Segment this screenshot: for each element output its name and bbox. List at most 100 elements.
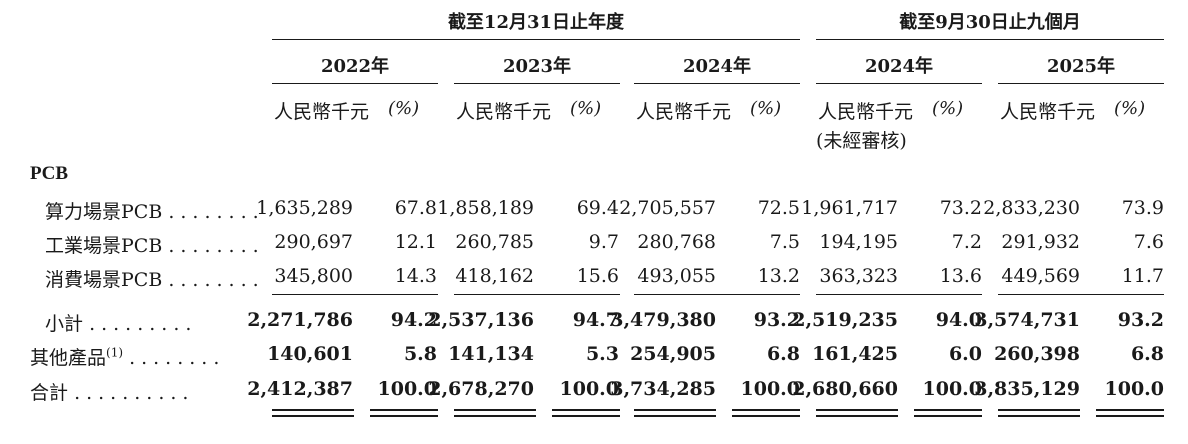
unit-header: 人民幣千元 — [456, 101, 552, 123]
cell-percent: 6.8 — [766, 343, 800, 365]
cell-amount: 194,195 — [819, 231, 898, 253]
rule-total — [732, 415, 800, 417]
cell-amount: 291,932 — [1001, 231, 1080, 253]
cell-amount: 260,785 — [455, 231, 534, 253]
cell-percent: 13.2 — [757, 265, 800, 287]
cell-amount: 2,519,235 — [792, 309, 898, 331]
cell-amount: 418,162 — [455, 265, 534, 287]
group-header-year-ended: 截至12月31日止年度 — [447, 12, 625, 33]
cell-percent: 100.0 — [377, 378, 438, 400]
unit-header: 人民幣千元 — [818, 101, 914, 123]
unaudited-note: (未經審核) — [816, 130, 907, 152]
row-label-compute-pcb: 算力場景PCB ........ — [45, 201, 265, 223]
unit-header: 人民幣千元 — [274, 101, 370, 123]
pct-header: (%) — [750, 98, 782, 119]
cell-amount: 161,425 — [812, 343, 898, 365]
section-label-pcb: PCB — [30, 163, 68, 184]
rule-total — [732, 409, 800, 411]
pct-header: (%) — [1114, 98, 1146, 119]
cell-percent: 73.9 — [1121, 197, 1164, 219]
cell-amount: 1,858,189 — [437, 197, 534, 219]
cell-amount: 363,323 — [819, 265, 898, 287]
cell-amount: 2,705,557 — [619, 197, 716, 219]
cell-percent: 11.7 — [1121, 265, 1164, 287]
cell-percent: 12.1 — [394, 231, 437, 253]
cell-amount: 280,768 — [637, 231, 716, 253]
year-header-2022: 2022年 — [320, 56, 390, 77]
row-label-industrial-pcb: 工業場景PCB ........ — [45, 235, 265, 257]
year-divider — [272, 83, 438, 84]
cell-percent: 72.5 — [757, 197, 800, 219]
year-divider — [634, 83, 800, 84]
rule-subtotal — [272, 294, 438, 295]
rule-total — [816, 415, 898, 417]
cell-amount: 254,905 — [630, 343, 716, 365]
cell-amount: 2,537,136 — [428, 309, 534, 331]
rule-total — [914, 409, 982, 411]
rule-total — [454, 415, 536, 417]
cell-amount: 3,734,285 — [610, 378, 716, 400]
rule-total — [370, 415, 438, 417]
rule-subtotal — [634, 294, 800, 295]
cell-percent: 5.3 — [585, 343, 619, 365]
rule-subtotal — [454, 294, 620, 295]
cell-amount: 345,800 — [274, 265, 353, 287]
cell-amount: 2,271,786 — [247, 309, 353, 331]
cell-percent: 6.8 — [1130, 343, 1164, 365]
year-header-2024-9m: 2024年 — [864, 56, 934, 77]
rule-total — [1096, 409, 1164, 411]
rule-subtotal — [998, 294, 1164, 295]
rule-total — [1096, 415, 1164, 417]
cell-percent: 100.0 — [559, 378, 620, 400]
cell-percent: 13.6 — [939, 265, 982, 287]
rule-total — [998, 415, 1080, 417]
pct-header: (%) — [570, 98, 602, 119]
cell-percent: 73.2 — [939, 197, 982, 219]
year-header-2023: 2023年 — [502, 56, 572, 77]
rule-total — [272, 409, 354, 411]
cell-percent: 100.0 — [922, 378, 983, 400]
year-divider — [454, 83, 620, 84]
cell-percent: 93.2 — [1117, 309, 1164, 331]
year-divider — [816, 83, 982, 84]
year-header-2024: 2024年 — [682, 56, 752, 77]
cell-percent: 94.2 — [390, 309, 437, 331]
cell-percent: 69.4 — [576, 197, 619, 219]
group-header-nine-months: 截至9月30日止九個月 — [899, 12, 1081, 33]
row-label-other-products: 其他產品(1) ........ — [30, 345, 226, 369]
cell-amount: 2,412,387 — [247, 378, 353, 400]
cell-amount: 3,574,731 — [974, 309, 1080, 331]
cell-amount: 2,680,660 — [792, 378, 898, 400]
pct-header: (%) — [388, 98, 420, 119]
rule-subtotal — [372, 294, 438, 295]
cell-percent: 7.5 — [769, 231, 800, 253]
cell-amount: 3,835,129 — [974, 378, 1080, 400]
rule-total — [552, 409, 620, 411]
cell-percent: 67.8 — [394, 197, 437, 219]
year-header-2025-9m: 2025年 — [1046, 56, 1116, 77]
cell-amount: 493,055 — [637, 265, 716, 287]
cell-amount: 3,479,380 — [610, 309, 716, 331]
cell-percent: 6.0 — [948, 343, 982, 365]
cell-amount: 449,569 — [1001, 265, 1080, 287]
rule-total — [272, 415, 354, 417]
unit-header: 人民幣千元 — [636, 101, 732, 123]
group-divider-2 — [816, 39, 1164, 40]
rule-total — [370, 409, 438, 411]
rule-total — [998, 409, 1080, 411]
cell-percent: 9.7 — [588, 231, 619, 253]
row-label-total: 合計 .......... — [30, 382, 195, 404]
rule-total — [914, 415, 982, 417]
cell-amount: 140,601 — [267, 343, 353, 365]
rule-total — [552, 415, 620, 417]
cell-percent: 7.6 — [1133, 231, 1164, 253]
cell-percent: 94.7 — [572, 309, 619, 331]
cell-percent: 100.0 — [740, 378, 801, 400]
cell-percent: 93.2 — [753, 309, 800, 331]
rule-total — [634, 409, 716, 411]
cell-percent: 94.0 — [935, 309, 982, 331]
cell-percent: 14.3 — [394, 265, 437, 287]
rule-total — [454, 409, 536, 411]
cell-amount: 141,134 — [448, 343, 534, 365]
rule-subtotal — [816, 294, 982, 295]
